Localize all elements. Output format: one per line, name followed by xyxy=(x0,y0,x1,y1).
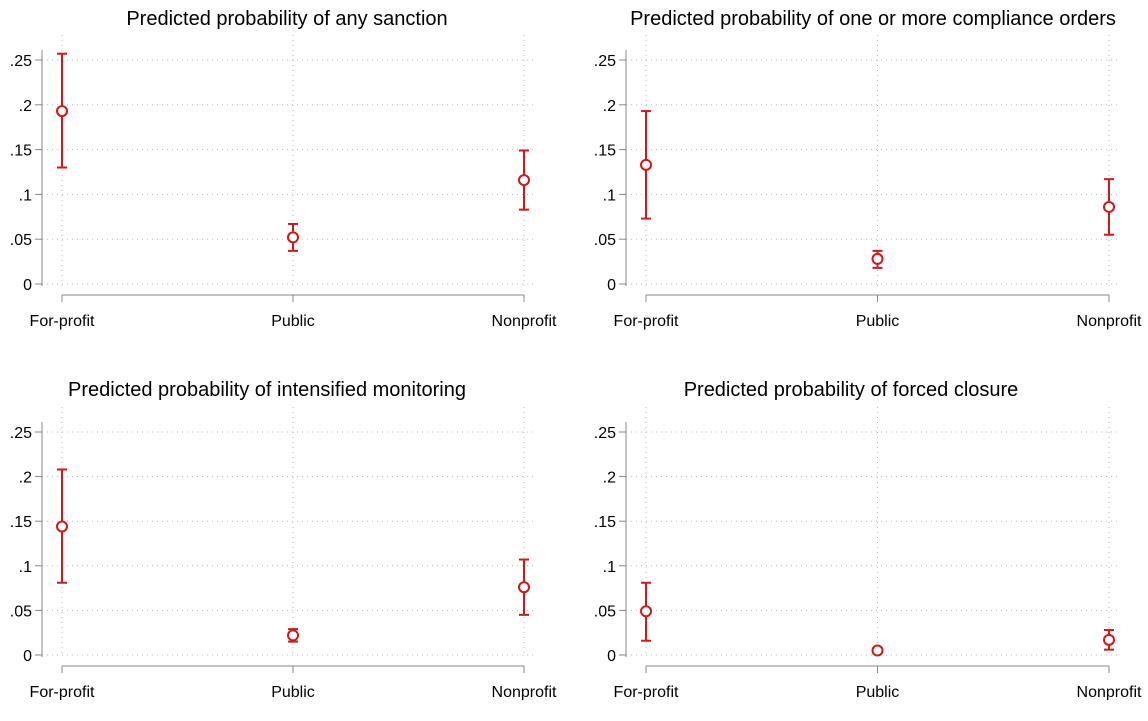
y-tick-label: .2 xyxy=(603,98,616,115)
point-estimate xyxy=(56,520,68,533)
y-tick-label: .2 xyxy=(19,98,32,115)
point-estimate xyxy=(518,581,530,594)
chart-compliance-orders: 0 .05 .1 .15 .2 .25 For-profit Public Nonprofit xyxy=(594,35,1142,330)
figure: 0.05.1.15.2.25 For-profit Public Nonprofit … xyxy=(0,0,1148,700)
x-tick-label: Nonprofit xyxy=(1077,684,1142,700)
panel-forced-closure: 0.05.1.15.2.25 For-profit Public Nonprofit … xyxy=(574,371,1148,721)
x-tick-label: For-profit xyxy=(30,684,95,700)
x-tick-label: For-profit xyxy=(614,684,679,700)
y-tick-label: .1 xyxy=(603,187,616,204)
point-estimate xyxy=(1103,633,1115,646)
y-tick-label: .15 xyxy=(10,143,32,160)
y-tick-label: 0 xyxy=(23,648,32,665)
point-estimate xyxy=(518,174,530,187)
y-tick-label: .05 xyxy=(594,603,616,620)
y-tick-label: .1 xyxy=(19,187,32,204)
x-tick-label: For-profit xyxy=(614,313,679,330)
panel-compliance-orders: 0.05.1.15.2.25 For-profit Public Nonprofit … xyxy=(574,0,1148,350)
panel-title: Predicted probability of one or more com… xyxy=(630,8,1116,30)
panel-title: Predicted probability of any sanction xyxy=(126,8,448,30)
point-estimate xyxy=(1103,200,1115,213)
chart-forced-closure: 0 .05 .1 .15 .2 .25 For-profit Public Nonprofit xyxy=(594,407,1142,700)
point-estimate xyxy=(640,605,652,618)
x-tick-label: Public xyxy=(856,313,900,330)
y-tick-label: .05 xyxy=(10,603,32,620)
y-tick-label: .1 xyxy=(19,559,32,576)
chart-intensified-monitoring: 0 .05 .1 .15 .2 .25 For-profit Public Nonprofit xyxy=(10,407,557,700)
chart-any-sanction: 0 .05 .1 .15 .2 .25 For-profit Public Nonprofit xyxy=(10,35,557,330)
x-tick-label: Public xyxy=(271,684,315,700)
x-tick-label: Nonprofit xyxy=(492,684,557,700)
x-tick-label: Public xyxy=(271,313,315,330)
y-tick-label: 0 xyxy=(607,648,616,665)
y-tick-label: .25 xyxy=(10,53,32,70)
y-tick-label: .2 xyxy=(19,470,32,487)
panel-title: Predicted probability of forced closure xyxy=(683,379,1019,401)
y-tick-label: .1 xyxy=(603,559,616,576)
y-tick-label: .15 xyxy=(10,514,32,531)
y-tick-label: .25 xyxy=(594,53,616,70)
y-tick-label: 0 xyxy=(607,277,616,294)
x-tick-label: For-profit xyxy=(30,313,95,330)
point-estimate xyxy=(871,252,884,265)
point-estimate xyxy=(287,629,299,642)
y-tick-label: .25 xyxy=(594,425,616,442)
y-tick-label: 0 xyxy=(23,277,32,294)
panel-any-sanction: 0.05.1.15.2.25 For-profit Public Nonprofit … xyxy=(0,0,574,350)
y-tick-label: .05 xyxy=(594,232,616,249)
x-tick-label: Nonprofit xyxy=(492,313,557,330)
y-tick-label: .15 xyxy=(594,143,616,160)
point-estimate xyxy=(640,158,652,171)
point-estimate xyxy=(287,231,299,244)
panel-intensified-monitoring: 0.05.1.15.2.25 For-profit Public Nonprofit … xyxy=(0,371,574,721)
y-tick-label: .25 xyxy=(10,425,32,442)
y-tick-label: .15 xyxy=(594,514,616,531)
x-tick-label: Public xyxy=(856,684,900,700)
y-tick-label: .05 xyxy=(10,232,32,249)
point-estimate xyxy=(56,105,68,118)
point-estimate xyxy=(871,644,884,657)
x-tick-label: Nonprofit xyxy=(1077,313,1142,330)
panel-title: Predicted probability of intensified mon… xyxy=(68,379,466,401)
y-tick-label: .2 xyxy=(603,470,616,487)
